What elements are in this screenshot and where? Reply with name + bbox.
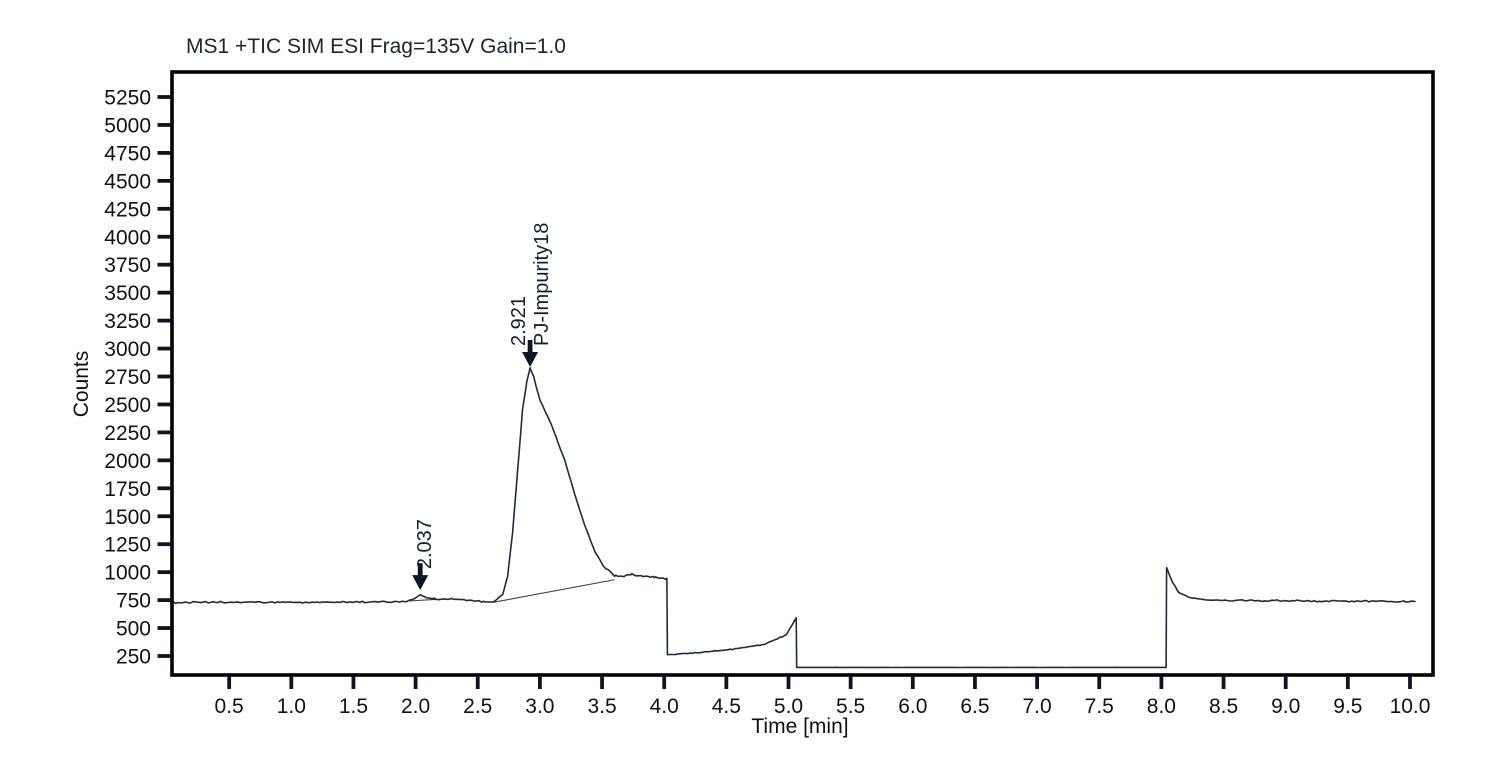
peak-retention-time-label: 2.037 <box>414 519 436 569</box>
x-tick-label: 5.5 <box>836 695 865 718</box>
y-tick-label: 2250 <box>104 422 151 445</box>
y-tick-label: 4500 <box>104 170 151 193</box>
x-tick-label: 2.5 <box>463 695 492 718</box>
chart-title: MS1 +TIC SIM ESI Frag=135V Gain=1.0 <box>186 35 566 58</box>
x-tick-label: 1.5 <box>339 695 368 718</box>
x-tick-label: 3.0 <box>525 695 554 718</box>
y-tick-label: 2750 <box>104 366 151 389</box>
tic-trace-line <box>169 367 1416 669</box>
peak-compound-label: PJ-Impurity18 <box>531 223 553 346</box>
y-tick-label: 3500 <box>104 282 151 305</box>
x-tick-label: 1.0 <box>277 695 306 718</box>
x-tick-label: 3.5 <box>587 695 616 718</box>
integration-baseline <box>492 579 615 603</box>
y-axis-ticks: 250 500 750 1000 1250 1500 1750 2000 2250 2500 275… <box>104 87 171 669</box>
integration-baseline <box>409 598 437 602</box>
integration-baselines <box>409 579 615 603</box>
x-tick-label: 4.0 <box>650 695 679 718</box>
y-tick-label: 500 <box>116 618 151 641</box>
y-tick-label: 5000 <box>104 114 151 137</box>
y-tick-label: 5250 <box>104 87 151 110</box>
x-tick-label: 4.5 <box>712 695 741 718</box>
x-tick-label: 6.0 <box>898 695 927 718</box>
x-tick-label: 9.5 <box>1333 695 1362 718</box>
peak-marker-stem <box>527 340 533 353</box>
x-axis-ticks: 0.5 1.0 1.5 2.0 2.5 3.0 3.5 4.0 4.5 5.0 5.5 6.0 6.5 7… <box>215 675 1431 718</box>
y-tick-label: 3750 <box>104 254 151 277</box>
y-tick-label: 2000 <box>104 450 151 473</box>
y-axis-title: Counts <box>70 351 93 418</box>
y-tick-label: 4750 <box>104 142 151 165</box>
peak-marker-icon <box>412 575 429 591</box>
plot-frame <box>170 70 1435 677</box>
y-tick-label: 1750 <box>104 478 151 501</box>
peak-marker-icon <box>522 352 539 368</box>
y-tick-label: 2500 <box>104 394 151 417</box>
x-tick-label: 7.0 <box>1022 695 1051 718</box>
x-tick-label: 9.0 <box>1271 695 1300 718</box>
x-axis-title: Time [min] <box>751 715 848 738</box>
peak-retention-time-label: 2.921 <box>508 296 530 346</box>
x-tick-label: 7.5 <box>1085 695 1114 718</box>
y-tick-label: 4250 <box>104 198 151 221</box>
x-tick-label: 5.0 <box>774 695 803 718</box>
y-tick-label: 1500 <box>104 506 151 529</box>
x-tick-label: 6.5 <box>960 695 989 718</box>
x-tick-label: 8.0 <box>1147 695 1176 718</box>
y-tick-label: 750 <box>116 590 151 613</box>
peak-marker-stem <box>417 563 423 576</box>
x-tick-label: 2.0 <box>401 695 430 718</box>
y-tick-label: 250 <box>116 646 151 669</box>
y-tick-label: 3250 <box>104 310 151 333</box>
x-tick-label: 10.0 <box>1390 695 1431 718</box>
peak-annotations: 2.037 2.921 PJ-Impurity18 <box>412 223 553 591</box>
y-tick-label: 4000 <box>104 226 151 249</box>
x-tick-label: 8.5 <box>1209 695 1238 718</box>
x-tick-label: 0.5 <box>215 695 244 718</box>
y-tick-label: 1250 <box>104 534 151 557</box>
y-tick-label: 3000 <box>104 338 151 361</box>
y-tick-label: 1000 <box>104 562 151 585</box>
